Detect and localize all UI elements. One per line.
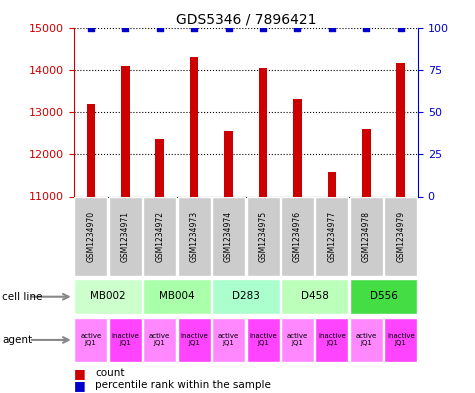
Text: agent: agent: [2, 335, 32, 345]
Bar: [143, 197, 176, 276]
Text: GSM1234971: GSM1234971: [121, 211, 130, 262]
Point: [294, 24, 301, 31]
Text: GSM1234973: GSM1234973: [190, 211, 199, 263]
Bar: [315, 318, 349, 362]
Text: cell line: cell line: [2, 292, 43, 302]
Bar: [143, 279, 211, 314]
Bar: [293, 99, 302, 393]
Point: [122, 24, 129, 31]
Point: [87, 24, 95, 31]
Bar: [247, 197, 280, 276]
Bar: [281, 197, 314, 276]
Text: active
JQ1: active JQ1: [149, 332, 171, 345]
Bar: [350, 197, 383, 276]
Text: inactive
JQ1: inactive JQ1: [180, 332, 208, 345]
Bar: [350, 318, 383, 362]
Bar: [224, 131, 233, 393]
Bar: [109, 318, 142, 362]
Point: [328, 24, 336, 31]
Bar: [212, 197, 245, 276]
Text: D556: D556: [370, 291, 398, 301]
Bar: [178, 197, 211, 276]
Point: [225, 24, 232, 31]
Text: inactive
JQ1: inactive JQ1: [387, 332, 415, 345]
Bar: [190, 57, 199, 393]
Text: D458: D458: [301, 291, 329, 301]
Text: percentile rank within the sample: percentile rank within the sample: [95, 380, 271, 390]
Bar: [362, 129, 370, 393]
Bar: [86, 103, 95, 393]
Bar: [247, 318, 280, 362]
Text: GSM1234975: GSM1234975: [258, 211, 267, 263]
Title: GDS5346 / 7896421: GDS5346 / 7896421: [176, 12, 316, 26]
Bar: [384, 197, 418, 276]
Text: GSM1234970: GSM1234970: [86, 211, 95, 263]
Text: inactive
JQ1: inactive JQ1: [249, 332, 277, 345]
Text: count: count: [95, 368, 124, 378]
Text: active
JQ1: active JQ1: [218, 332, 239, 345]
Point: [397, 24, 405, 31]
Bar: [109, 197, 142, 276]
Text: MB002: MB002: [90, 291, 126, 301]
Text: GSM1234978: GSM1234978: [362, 211, 371, 262]
Bar: [74, 318, 107, 362]
Bar: [121, 66, 130, 393]
Point: [362, 24, 370, 31]
Text: ■: ■: [74, 378, 86, 392]
Bar: [281, 279, 349, 314]
Bar: [74, 279, 142, 314]
Bar: [350, 279, 418, 314]
Bar: [315, 197, 349, 276]
Bar: [328, 172, 336, 393]
Bar: [384, 318, 418, 362]
Text: GSM1234974: GSM1234974: [224, 211, 233, 263]
Text: inactive
JQ1: inactive JQ1: [112, 332, 139, 345]
Text: active
JQ1: active JQ1: [356, 332, 377, 345]
Text: GSM1234976: GSM1234976: [293, 211, 302, 263]
Text: D283: D283: [232, 291, 260, 301]
Text: inactive
JQ1: inactive JQ1: [318, 332, 346, 345]
Bar: [212, 279, 280, 314]
Text: GSM1234977: GSM1234977: [327, 211, 336, 263]
Bar: [74, 197, 107, 276]
Point: [156, 24, 163, 31]
Text: ■: ■: [74, 367, 86, 380]
Bar: [155, 140, 164, 393]
Text: active
JQ1: active JQ1: [287, 332, 308, 345]
Bar: [212, 318, 245, 362]
Text: GSM1234972: GSM1234972: [155, 211, 164, 262]
Text: active
JQ1: active JQ1: [80, 332, 102, 345]
Point: [190, 24, 198, 31]
Bar: [143, 318, 176, 362]
Bar: [259, 68, 267, 393]
Bar: [178, 318, 211, 362]
Text: GSM1234979: GSM1234979: [396, 211, 405, 263]
Text: MB004: MB004: [159, 291, 195, 301]
Point: [259, 24, 267, 31]
Bar: [281, 318, 314, 362]
Bar: [397, 63, 405, 393]
